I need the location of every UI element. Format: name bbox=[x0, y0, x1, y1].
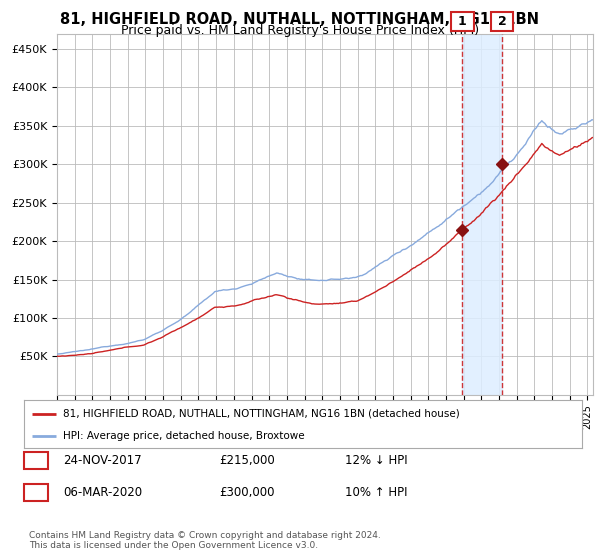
Text: 06-MAR-2020: 06-MAR-2020 bbox=[63, 486, 142, 500]
Text: £215,000: £215,000 bbox=[219, 454, 275, 467]
Text: HPI: Average price, detached house, Broxtowe: HPI: Average price, detached house, Brox… bbox=[63, 431, 305, 441]
Text: 2: 2 bbox=[497, 15, 506, 28]
Text: 81, HIGHFIELD ROAD, NUTHALL, NOTTINGHAM, NG16 1BN: 81, HIGHFIELD ROAD, NUTHALL, NOTTINGHAM,… bbox=[61, 12, 539, 27]
Text: Price paid vs. HM Land Registry's House Price Index (HPI): Price paid vs. HM Land Registry's House … bbox=[121, 24, 479, 37]
Text: 2: 2 bbox=[32, 486, 40, 500]
Text: 1: 1 bbox=[458, 15, 467, 28]
Text: 12% ↓ HPI: 12% ↓ HPI bbox=[345, 454, 407, 467]
Text: 81, HIGHFIELD ROAD, NUTHALL, NOTTINGHAM, NG16 1BN (detached house): 81, HIGHFIELD ROAD, NUTHALL, NOTTINGHAM,… bbox=[63, 409, 460, 419]
Text: £300,000: £300,000 bbox=[219, 486, 275, 500]
Text: 1: 1 bbox=[32, 454, 40, 467]
Text: 10% ↑ HPI: 10% ↑ HPI bbox=[345, 486, 407, 500]
Bar bbox=[462, 34, 502, 395]
Text: Contains HM Land Registry data © Crown copyright and database right 2024.
This d: Contains HM Land Registry data © Crown c… bbox=[29, 530, 380, 550]
Text: 24-NOV-2017: 24-NOV-2017 bbox=[63, 454, 142, 467]
